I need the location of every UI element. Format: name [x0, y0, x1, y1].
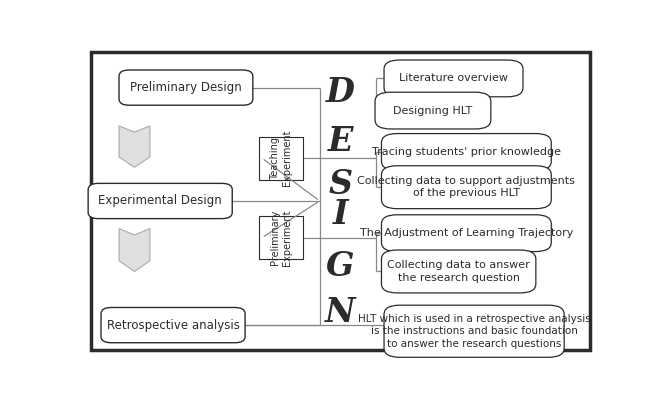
FancyBboxPatch shape	[259, 217, 303, 259]
Text: S: S	[328, 168, 353, 201]
FancyBboxPatch shape	[91, 53, 590, 349]
Text: The Adjustment of Learning Trajectory: The Adjustment of Learning Trajectory	[360, 228, 573, 238]
FancyBboxPatch shape	[384, 60, 523, 97]
Polygon shape	[119, 126, 150, 167]
Text: N: N	[325, 297, 355, 330]
Text: Retrospective analysis: Retrospective analysis	[107, 319, 240, 332]
FancyBboxPatch shape	[381, 166, 551, 209]
FancyBboxPatch shape	[88, 183, 232, 219]
Text: Tracing students' prior knowledge: Tracing students' prior knowledge	[372, 147, 561, 157]
Text: Preliminary Design: Preliminary Design	[130, 81, 242, 94]
Text: Literature overview: Literature overview	[399, 73, 508, 84]
FancyBboxPatch shape	[381, 134, 551, 170]
Polygon shape	[119, 228, 150, 271]
FancyBboxPatch shape	[381, 250, 536, 293]
Text: HLT which is used in a retrospective analysis
is the instructions and basic foun: HLT which is used in a retrospective ana…	[358, 314, 590, 349]
Text: I: I	[333, 198, 348, 231]
FancyBboxPatch shape	[375, 92, 491, 129]
FancyBboxPatch shape	[384, 305, 564, 357]
Text: G: G	[326, 250, 355, 283]
Text: Preliminary
Experiment: Preliminary Experiment	[270, 209, 292, 266]
Text: E: E	[327, 125, 353, 158]
Text: Teaching
Experiment: Teaching Experiment	[270, 130, 292, 186]
FancyBboxPatch shape	[101, 308, 245, 343]
FancyBboxPatch shape	[119, 70, 253, 105]
FancyBboxPatch shape	[381, 215, 551, 252]
FancyBboxPatch shape	[259, 137, 303, 179]
Text: Experimental Design: Experimental Design	[98, 195, 222, 207]
Text: Designing HLT: Designing HLT	[393, 105, 473, 115]
Text: D: D	[326, 76, 355, 109]
Text: Collecting data to answer
the research question: Collecting data to answer the research q…	[387, 260, 530, 283]
Text: Collecting data to support adjustments
of the previous HLT: Collecting data to support adjustments o…	[357, 176, 575, 198]
